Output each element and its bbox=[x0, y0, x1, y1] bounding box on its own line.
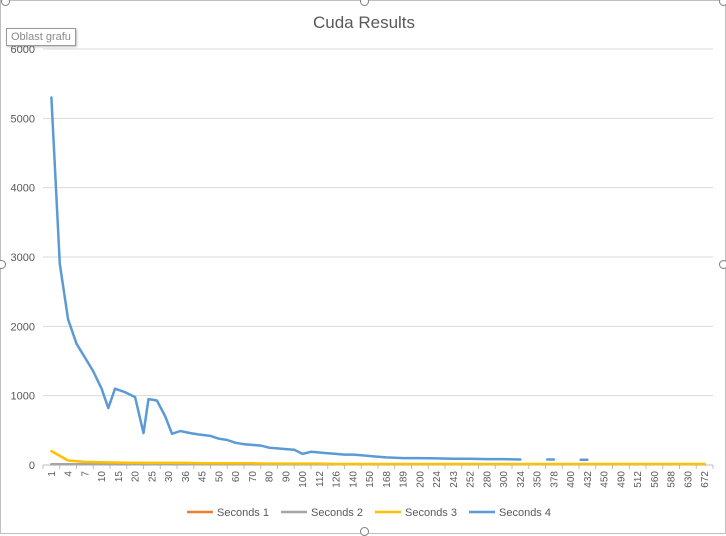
x-tick-label: 252 bbox=[466, 471, 477, 488]
x-tick-label: 512 bbox=[633, 471, 644, 488]
x-tick-label: 70 bbox=[248, 471, 259, 483]
x-tick-label: 112 bbox=[315, 471, 326, 487]
resize-handle-bottom[interactable] bbox=[360, 527, 369, 536]
series-line bbox=[50, 449, 706, 466]
x-tick-label: 10 bbox=[97, 471, 108, 483]
x-tick-label: 300 bbox=[499, 471, 510, 488]
x-tick-label: 189 bbox=[399, 471, 410, 488]
x-tick-label: 224 bbox=[432, 471, 443, 488]
x-tick-label: 450 bbox=[600, 471, 611, 488]
series-line bbox=[50, 96, 589, 462]
y-tick-label: 0 bbox=[29, 460, 35, 472]
x-tick-label: 15 bbox=[114, 471, 125, 483]
x-tick-label: 168 bbox=[382, 471, 393, 488]
resize-handle-left[interactable] bbox=[0, 260, 6, 269]
x-tick-label: 100 bbox=[298, 471, 309, 488]
resize-handle-right[interactable] bbox=[719, 260, 726, 269]
x-tick-label: 20 bbox=[131, 471, 142, 483]
y-tick-label: 5000 bbox=[11, 113, 35, 125]
x-tick-label: 560 bbox=[650, 471, 661, 488]
y-tick-label: 4000 bbox=[11, 183, 35, 195]
x-tick-label: 140 bbox=[348, 471, 359, 488]
x-tick-label: 378 bbox=[549, 471, 560, 488]
axes: 0 1000 2000 3000 4000 5000 6000 1 4 7 10 15 20 25 30 36… bbox=[11, 44, 714, 488]
data-series bbox=[50, 96, 706, 466]
x-tick-label: 25 bbox=[147, 471, 158, 483]
chart-title: Cuda Results bbox=[313, 13, 415, 32]
x-tick-label: 630 bbox=[683, 471, 694, 488]
x-tick-label: 490 bbox=[616, 471, 627, 488]
y-tick-label: 1000 bbox=[11, 391, 35, 403]
x-tick-label: 200 bbox=[415, 471, 426, 488]
resize-handle-top[interactable] bbox=[360, 0, 369, 6]
legend: Seconds 1 Seconds 2 Seconds 3 Seconds 4 bbox=[187, 507, 551, 519]
legend-label: Seconds 3 bbox=[405, 507, 457, 519]
x-tick-label: 36 bbox=[181, 471, 192, 483]
x-tick-label: 432 bbox=[583, 471, 594, 488]
x-tick-label: 50 bbox=[214, 471, 225, 483]
x-tick-label: 400 bbox=[566, 471, 577, 488]
legend-label: Seconds 2 bbox=[311, 507, 363, 519]
legend-label: Seconds 1 bbox=[217, 507, 269, 519]
x-tick-label: 350 bbox=[533, 471, 544, 488]
x-tick-label: 30 bbox=[164, 471, 175, 483]
resize-handle-top-left[interactable] bbox=[1, 0, 10, 6]
x-tick-label: 150 bbox=[365, 471, 376, 488]
y-tick-label: 6000 bbox=[11, 44, 35, 56]
x-tick-label: 1 bbox=[47, 471, 58, 477]
legend-label: Seconds 4 bbox=[499, 507, 551, 519]
x-tick-label: 45 bbox=[198, 471, 209, 483]
x-tick-label: 280 bbox=[482, 471, 493, 488]
x-tick-label: 90 bbox=[281, 471, 292, 483]
y-tick-label: 3000 bbox=[11, 252, 35, 264]
x-tick-label: 243 bbox=[449, 471, 460, 488]
gridlines bbox=[43, 48, 713, 397]
x-tick-label: 80 bbox=[265, 471, 276, 483]
x-tick-label: 7 bbox=[80, 471, 91, 477]
x-tick-label: 588 bbox=[667, 471, 678, 488]
x-tick-label: 60 bbox=[231, 471, 242, 483]
resize-handle-top-right[interactable] bbox=[719, 0, 726, 6]
x-tick-label: 126 bbox=[332, 471, 343, 488]
x-tick-label: 4 bbox=[64, 471, 75, 477]
x-tick-label: 672 bbox=[700, 471, 711, 488]
y-tick-label: 2000 bbox=[11, 321, 35, 333]
x-tick-label: 324 bbox=[516, 471, 527, 488]
chart-area-tooltip: Oblast grafu bbox=[6, 28, 76, 46]
